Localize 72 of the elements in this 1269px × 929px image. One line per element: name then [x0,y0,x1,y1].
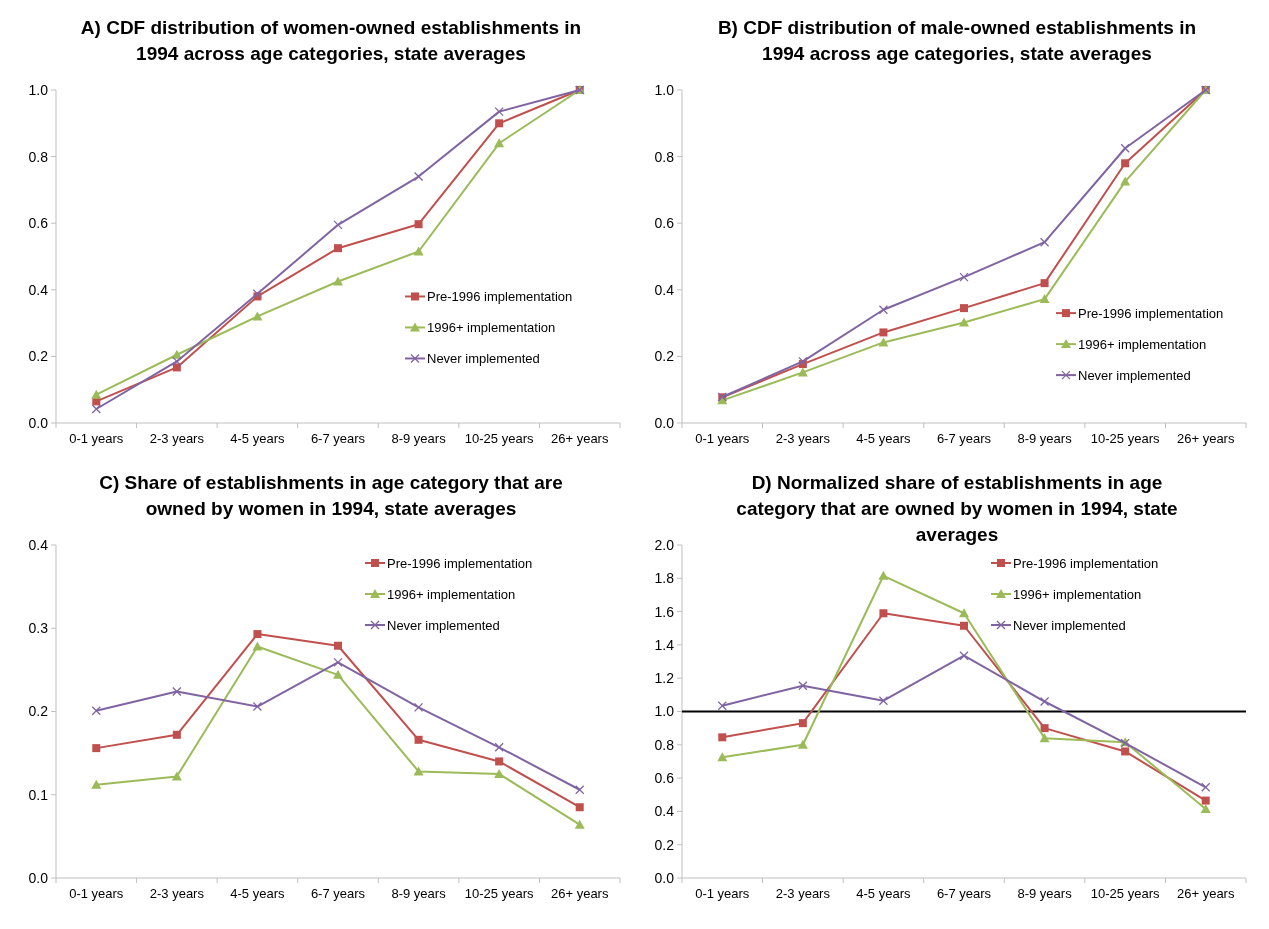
x-tick-label: 10-25 years [464,431,534,446]
chart-title: C) Share of establishments in age category that are owned by women in 1994, state averages [99,472,563,519]
chart-title: A) CDF distribution of women-owned establishments in 1994 across age categories, state averages [80,17,582,64]
legend-label: Never implemented [1078,367,1191,383]
legend-label: 1996+ implementation [427,320,556,336]
legend-label: Pre-1996 implementation [1078,305,1224,321]
x-tick-label: 4-5 years [856,886,912,901]
x-tick-label: 26+ years [550,431,609,446]
y-tick-label: 0.2 [28,703,49,720]
legend-label: 1996+ implementation [387,586,516,602]
x-tick-label: 0-1 years [69,431,124,446]
x-tick-label: 10-25 years [1090,886,1160,901]
x-tick-label: 0-1 years [695,431,750,446]
legend-label: Pre-1996 implementation [387,555,533,571]
legend-label: Pre-1996 implementation [427,289,573,305]
x-tick-label: 10-25 years [1090,431,1160,446]
y-tick-label: 2.0 [654,536,675,553]
y-tick-label: 0.0 [28,414,49,431]
y-tick-label: 1.2 [654,670,675,687]
y-tick-label: 0.4 [28,281,49,298]
y-tick-label: 0.6 [654,215,675,232]
x-tick-label: 26+ years [1176,431,1235,446]
y-tick-label: 0.2 [654,348,675,365]
y-tick-label: 0.0 [654,414,675,431]
x-tick-label: 8-9 years [391,431,447,446]
y-tick-label: 1.0 [28,81,49,98]
chart-title: B) CDF distribution of male-owned establishments in 1994 across age categories, state averages [717,17,1197,64]
y-tick-label: 0.4 [654,281,675,298]
x-tick-label: 26+ years [550,886,609,901]
legend-label: Never implemented [427,351,540,367]
y-tick-label: 0.0 [654,869,675,886]
x-tick-label: 2-3 years [149,886,205,901]
x-tick-label: 0-1 years [695,886,750,901]
y-tick-label: 0.6 [28,215,49,232]
x-tick-label: 0-1 years [69,886,124,901]
legend-label: Never implemented [387,617,500,633]
y-tick-label: 0.0 [28,869,49,886]
legend-label: 1996+ implementation [1078,336,1207,352]
y-tick-label: 0.4 [28,536,49,553]
x-tick-label: 2-3 years [149,431,205,446]
x-tick-label: 6-7 years [936,431,992,446]
x-tick-label: 26+ years [1176,886,1235,901]
x-tick-label: 10-25 years [464,886,534,901]
y-tick-label: 0.4 [654,803,675,820]
y-tick-label: 0.1 [28,786,49,803]
y-tick-label: 0.8 [28,148,49,165]
y-tick-label: 0.8 [654,736,675,753]
x-tick-label: 8-9 years [391,886,447,901]
x-tick-label: 4-5 years [230,886,286,901]
y-tick-label: 0.6 [654,770,675,786]
x-tick-label: 6-7 years [310,886,366,901]
x-tick-label: 6-7 years [936,886,992,901]
x-tick-label: 8-9 years [1017,886,1073,901]
y-tick-label: 0.2 [28,348,49,365]
y-tick-label: 1.0 [654,703,675,720]
x-tick-label: 2-3 years [775,431,831,446]
y-tick-label: 0.2 [654,836,675,853]
y-tick-label: 1.4 [654,636,675,653]
x-tick-label: 2-3 years [775,886,831,901]
x-tick-label: 4-5 years [856,431,912,446]
y-tick-label: 1.6 [654,603,675,620]
legend-label: Pre-1996 implementation [1013,555,1159,571]
chart-title: D) Normalized share of establishments in age category that are owned by women in 1994, state averages [736,472,1178,545]
legend-label: Never implemented [1013,617,1126,633]
y-tick-label: 0.3 [28,620,49,637]
legend-label: 1996+ implementation [1013,586,1142,602]
x-tick-label: 8-9 years [1017,431,1073,446]
x-tick-label: 4-5 years [230,431,286,446]
y-tick-label: 1.0 [654,81,675,98]
y-tick-label: 0.8 [654,148,675,165]
x-tick-label: 6-7 years [310,431,366,446]
y-tick-label: 1.8 [654,570,675,587]
